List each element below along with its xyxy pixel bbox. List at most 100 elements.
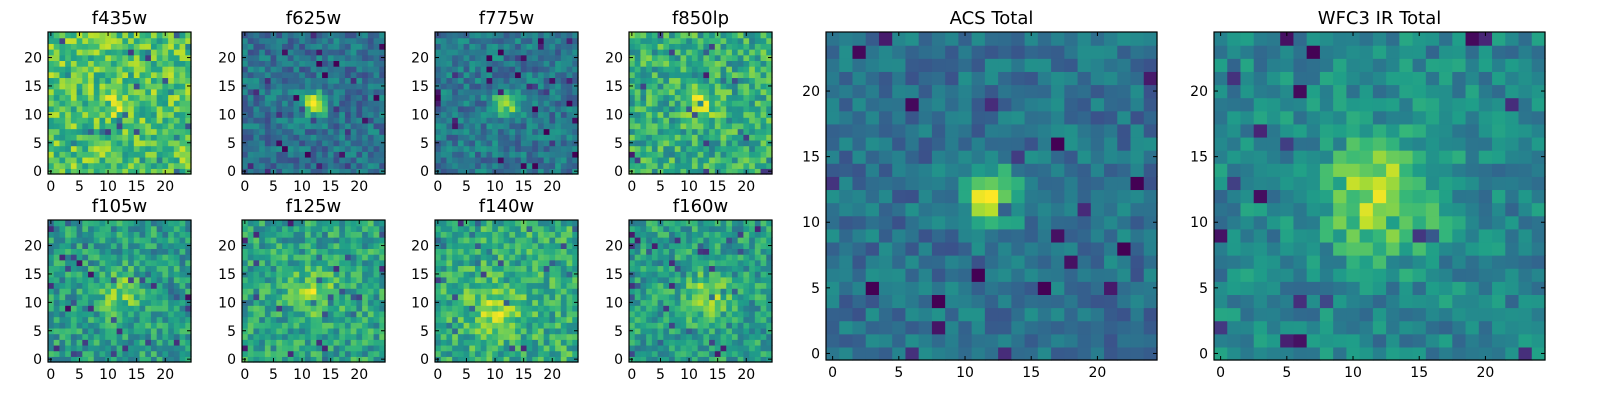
heatmap-cell — [282, 265, 289, 272]
heatmap-cell — [560, 276, 568, 284]
heatmap-cell — [185, 282, 192, 289]
heatmap-cell — [247, 156, 255, 164]
heatmap-cell — [299, 259, 306, 267]
heatmap-cell — [697, 339, 704, 346]
heatmap-cell — [446, 220, 453, 227]
heatmap-cell — [457, 156, 465, 164]
heatmap-cell — [150, 117, 158, 124]
heatmap-cell — [497, 276, 505, 284]
heatmap-cell — [629, 88, 636, 96]
heatmap-cell — [110, 237, 118, 244]
heatmap-cell — [731, 49, 739, 56]
heatmap-cell — [503, 32, 510, 39]
heatmap-cell — [65, 139, 72, 147]
heatmap-cell — [760, 316, 767, 323]
heatmap-cell — [65, 271, 72, 278]
heatmap-cell — [276, 356, 283, 363]
heatmap-cell — [293, 305, 300, 312]
heatmap-cell — [486, 117, 493, 124]
heatmap-cell — [276, 156, 283, 164]
heatmap-cell — [492, 299, 499, 306]
heatmap-cell — [116, 259, 123, 267]
heatmap-cell — [492, 156, 499, 164]
heatmap-cell — [247, 299, 255, 306]
x-tick-label: 0 — [433, 367, 442, 383]
heatmap-cell — [766, 344, 773, 352]
heatmap-cell — [362, 54, 369, 61]
heatmap-cell — [316, 344, 323, 352]
heatmap-cell — [259, 128, 266, 135]
heatmap-cell — [703, 151, 710, 158]
heatmap-cell — [339, 162, 346, 169]
heatmap-cell — [322, 105, 329, 113]
heatmap-cell — [48, 344, 55, 352]
heatmap-cell — [122, 100, 129, 107]
x-tick-label: 15 — [128, 367, 146, 383]
heatmap-cell — [440, 100, 448, 107]
heatmap-cell — [304, 43, 312, 50]
heatmap-cell — [714, 151, 722, 158]
heatmap-cell — [532, 105, 539, 113]
heatmap-cell — [247, 333, 255, 340]
heatmap-cell — [634, 111, 642, 118]
heatmap-cell — [93, 77, 101, 84]
heatmap-cell — [492, 305, 499, 312]
heatmap-cell — [469, 156, 476, 164]
heatmap-cell — [168, 288, 175, 295]
heatmap-cell — [373, 333, 380, 340]
heatmap-cell — [350, 128, 357, 135]
heatmap-cell — [99, 66, 106, 73]
heatmap-cell — [566, 265, 573, 272]
heatmap-cell — [373, 60, 380, 67]
heatmap-cell — [503, 71, 510, 79]
heatmap-cell — [259, 49, 266, 56]
heatmap-cell — [133, 83, 141, 90]
heatmap-cell — [703, 77, 710, 84]
heatmap-cell — [247, 66, 255, 73]
heatmap-cell — [446, 299, 453, 306]
heatmap-cell — [162, 100, 169, 107]
heatmap-cell — [646, 168, 653, 175]
heatmap-cell — [287, 94, 295, 101]
heatmap-cell — [492, 88, 499, 96]
heatmap-cell — [287, 271, 295, 278]
heatmap-cell — [520, 225, 528, 232]
heatmap-cell — [754, 299, 762, 306]
heatmap-cell — [560, 77, 568, 84]
heatmap-cell — [322, 327, 329, 335]
heatmap-cell — [93, 333, 101, 340]
heatmap-cell — [543, 293, 550, 301]
heatmap-cell — [446, 145, 453, 152]
heatmap-cell — [264, 105, 272, 113]
heatmap-cell — [379, 344, 386, 352]
heatmap-cell — [122, 139, 129, 147]
heatmap-cell — [264, 242, 272, 249]
heatmap-cell — [105, 327, 112, 335]
heatmap-cell — [760, 139, 767, 147]
heatmap-cell — [53, 43, 61, 50]
heatmap-cell — [304, 293, 312, 301]
heatmap-cell — [463, 156, 470, 164]
heatmap-cell — [379, 145, 386, 152]
heatmap-cell — [497, 168, 505, 175]
heatmap-cell — [532, 248, 539, 255]
heatmap-cell — [743, 333, 750, 340]
heatmap-cell — [486, 293, 493, 301]
heatmap-cell — [53, 60, 61, 67]
heatmap-cell — [350, 305, 357, 312]
heatmap-cell — [179, 344, 186, 352]
heatmap-cell — [515, 60, 522, 67]
x-tick-label: 0 — [240, 179, 249, 195]
heatmap-cell — [492, 248, 499, 255]
heatmap-cell — [362, 248, 369, 255]
heatmap-cell — [247, 276, 255, 284]
y-tick-label: 0 — [227, 352, 236, 368]
heatmap-cell — [680, 128, 687, 135]
heatmap-cell — [156, 282, 163, 289]
heatmap-cell — [168, 276, 175, 284]
heatmap-cell — [480, 350, 488, 357]
heatmap-cell — [264, 259, 272, 267]
heatmap-cell — [88, 134, 95, 141]
heatmap-cell — [179, 162, 186, 169]
heatmap-cell — [663, 111, 670, 118]
